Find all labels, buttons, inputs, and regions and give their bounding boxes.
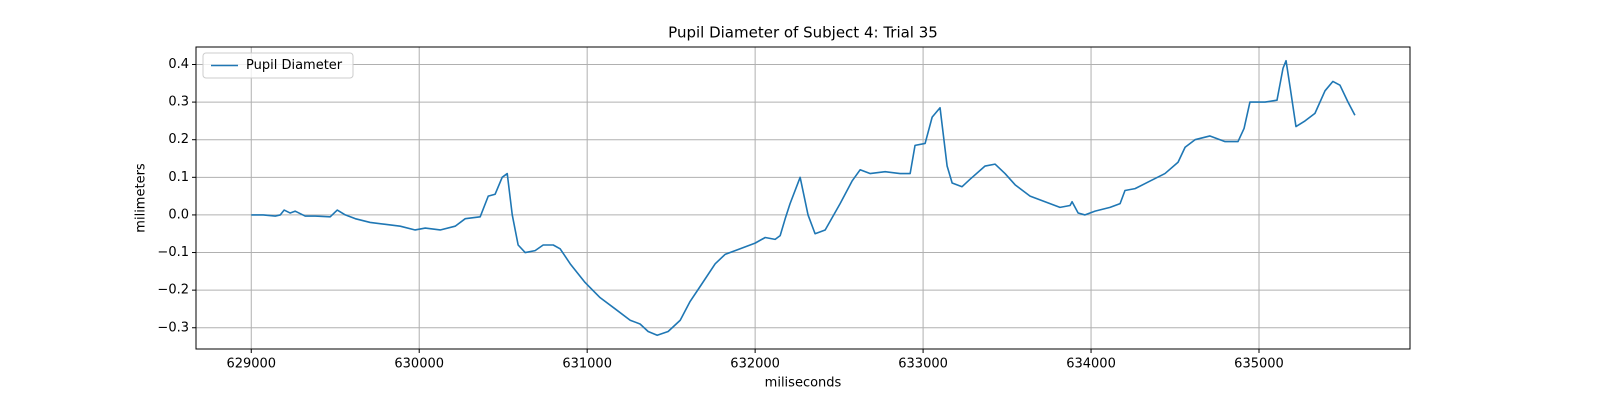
- x-axis-label: miliseconds: [765, 376, 842, 391]
- x-tick-label: 630000: [394, 357, 444, 372]
- legend-box: [202, 52, 354, 79]
- y-axis-label: milimeters: [134, 163, 149, 233]
- y-tick-label: 0.1: [168, 170, 189, 185]
- y-tick-label: −0.3: [157, 320, 189, 335]
- x-tick-label: 633000: [898, 357, 948, 372]
- y-tick-label: 0.2: [168, 132, 189, 147]
- x-tick-label: 635000: [1234, 357, 1284, 372]
- y-tick-label: −0.2: [157, 283, 189, 298]
- y-tick-label: 0.0: [168, 207, 189, 222]
- y-tick-label: 0.4: [168, 57, 189, 72]
- x-tick-label: 632000: [730, 357, 780, 372]
- y-tick-label: −0.1: [157, 245, 189, 260]
- x-tick-label: 634000: [1066, 357, 1116, 372]
- legend-label: Pupil Diameter: [246, 58, 343, 73]
- x-tick-label: 631000: [562, 357, 612, 372]
- plot-frame: [195, 46, 1411, 350]
- chart-title: Pupil Diameter of Subject 4: Trial 35: [668, 24, 938, 42]
- x-tick-label: 629000: [226, 357, 276, 372]
- y-tick-label: 0.3: [168, 95, 189, 110]
- data-line: [251, 59, 1356, 337]
